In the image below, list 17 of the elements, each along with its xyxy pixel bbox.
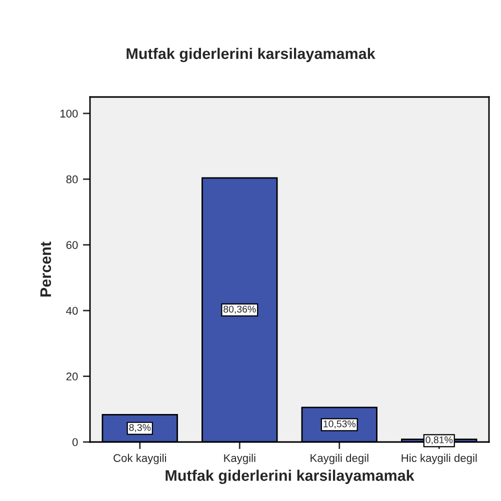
data-label: 80,36% (224, 306, 256, 314)
x-tick-label: Hic kaygili degil (402, 454, 477, 464)
data-label: 8,3% (129, 424, 151, 432)
data-label: 0,81% (426, 436, 453, 444)
y-tick-label: 60 (66, 241, 78, 249)
x-tick-label: Kaygili (224, 454, 256, 464)
y-tick-label: 80 (66, 175, 78, 184)
chart-title: Mutfak giderlerini karsilayamamak (126, 48, 376, 62)
x-tick-label: Cok kaygili (114, 454, 166, 464)
y-tick-label: 100 (60, 110, 78, 118)
y-tick-label: 40 (66, 306, 78, 315)
data-label: 10,53% (324, 420, 356, 428)
y-tick-label: 0 (72, 438, 78, 446)
y-axis-title: Percent (40, 242, 52, 296)
x-axis-title: Mutfak giderlerini karsilayamamak (166, 470, 414, 484)
x-tick-label: Kaygili degil (310, 454, 368, 464)
y-tick-label: 20 (66, 372, 78, 380)
